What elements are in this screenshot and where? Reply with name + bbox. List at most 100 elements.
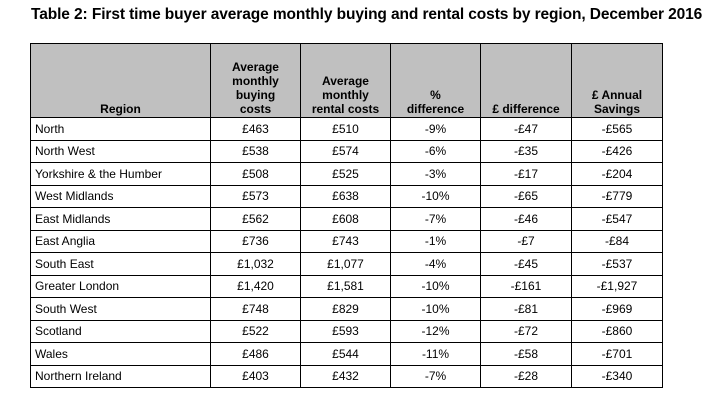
annual-savings-cell: -£340 [571,364,663,388]
buying-cost-cell: £463 [210,117,301,141]
header-rental-costs: Average monthly rental costs [300,43,391,118]
region-cell: Northern Ireland [30,364,211,388]
region-cell: East Anglia [30,229,211,253]
region-cell: North [30,117,211,141]
header-text-line: % [430,88,441,102]
rental-cost-cell: £743 [300,229,391,253]
rental-cost-cell: £510 [300,117,391,141]
gbp-difference-cell: -£46 [480,207,572,231]
pct-difference-cell: -10% [390,184,481,208]
header-text-line: Average [232,60,279,74]
pct-difference-cell: -7% [390,207,481,231]
region-cell: Yorkshire & the Humber [30,162,211,186]
gbp-difference-cell: -£7 [480,229,572,253]
region-cell: South East [30,252,211,276]
rental-cost-cell: £829 [300,297,391,321]
annual-savings-cell: -£565 [571,117,663,141]
table-row: North £463 £510 -9% -£47 -£565 [30,117,663,141]
region-cell: Wales [30,342,211,366]
region-cell: Greater London [30,274,211,298]
pct-difference-cell: -12% [390,319,481,343]
buying-cost-cell: £748 [210,297,301,321]
rental-cost-cell: £1,581 [300,274,391,298]
table-header: Region Average monthly buying costs Average mo… [30,43,663,118]
table-row: South West £748 £829 -10% -£81 -£969 [30,297,663,321]
header-text-line: monthly [322,88,369,102]
annual-savings-cell: -£84 [571,229,663,253]
annual-savings-cell: -£537 [571,252,663,276]
rental-cost-cell: £574 [300,139,391,163]
buying-cost-cell: £573 [210,184,301,208]
header-text-line: Savings [593,102,641,116]
annual-savings-cell: -£204 [571,162,663,186]
rental-cost-cell: £593 [300,319,391,343]
header-text-line: difference [406,102,465,116]
header-row: Region Average monthly buying costs Average mo… [30,43,663,118]
gbp-difference-cell: -£47 [480,117,572,141]
pct-difference-cell: -4% [390,252,481,276]
rental-cost-cell: £638 [300,184,391,208]
table-row: North West £538 £574 -6% -£35 -£426 [30,139,663,163]
buying-cost-cell: £1,420 [210,274,301,298]
buying-cost-cell: £1,032 [210,252,301,276]
pct-difference-cell: -6% [390,139,481,163]
header-gbp-difference: £ difference [480,43,572,118]
region-cell: North West [30,139,211,163]
region-cell: South West [30,297,211,321]
annual-savings-cell: -£547 [571,207,663,231]
pct-difference-cell: -3% [390,162,481,186]
gbp-difference-cell: -£81 [480,297,572,321]
table-row: South East £1,032 £1,077 -4% -£45 -£537 [30,252,663,276]
pct-difference-cell: -7% [390,364,481,388]
rental-cost-cell: £525 [300,162,391,186]
gbp-difference-cell: -£17 [480,162,572,186]
rental-cost-cell: £608 [300,207,391,231]
table-row: Greater London £1,420 £1,581 -10% -£161 -£1,9… [30,274,663,298]
pct-difference-cell: -1% [390,229,481,253]
gbp-difference-cell: -£35 [480,139,572,163]
gbp-difference-cell: -£28 [480,364,572,388]
header-buying-costs: Average monthly buying costs [210,43,301,118]
header-text-line: buying [235,88,276,102]
buying-cost-cell: £522 [210,319,301,343]
annual-savings-cell: -£426 [571,139,663,163]
rental-cost-cell: £1,077 [300,252,391,276]
header-text-line: monthly [232,74,279,88]
pct-difference-cell: -9% [390,117,481,141]
buyer-rental-costs-table: Region Average monthly buying costs Average mo… [30,43,663,388]
region-cell: East Midlands [30,207,211,231]
annual-savings-cell: -£701 [571,342,663,366]
gbp-difference-cell: -£65 [480,184,572,208]
buying-cost-cell: £538 [210,139,301,163]
annual-savings-cell: -£779 [571,184,663,208]
header-text-line: costs [239,102,272,116]
buying-cost-cell: £562 [210,207,301,231]
header-text-line: Average [322,74,369,88]
header-text-line: Region [100,102,141,116]
table-row: East Midlands £562 £608 -7% -£46 -£547 [30,207,663,231]
pct-difference-cell: -10% [390,297,481,321]
header-annual-savings: £ Annual Savings [571,43,663,118]
region-cell: Scotland [30,319,211,343]
rental-cost-cell: £432 [300,364,391,388]
gbp-difference-cell: -£45 [480,252,572,276]
gbp-difference-cell: -£58 [480,342,572,366]
table-row: Wales £486 £544 -11% -£58 -£701 [30,342,663,366]
gbp-difference-cell: -£72 [480,319,572,343]
table-row: Northern Ireland £403 £432 -7% -£28 -£340 [30,364,663,388]
header-pct-difference: % difference [390,43,481,118]
table-body: North £463 £510 -9% -£47 -£565 North West £538 £… [30,117,663,388]
buying-cost-cell: £486 [210,342,301,366]
table-row: East Anglia £736 £743 -1% -£7 -£84 [30,229,663,253]
header-text-line: rental costs [311,102,380,116]
table-row: Scotland £522 £593 -12% -£72 -£860 [30,319,663,343]
annual-savings-cell: -£969 [571,297,663,321]
pct-difference-cell: -11% [390,342,481,366]
table-row: West Midlands £573 £638 -10% -£65 -£779 [30,184,663,208]
buying-cost-cell: £403 [210,364,301,388]
buying-cost-cell: £736 [210,229,301,253]
gbp-difference-cell: -£161 [480,274,572,298]
buying-cost-cell: £508 [210,162,301,186]
table-row: Yorkshire & the Humber £508 £525 -3% -£17 -£2… [30,162,663,186]
pct-difference-cell: -10% [390,274,481,298]
